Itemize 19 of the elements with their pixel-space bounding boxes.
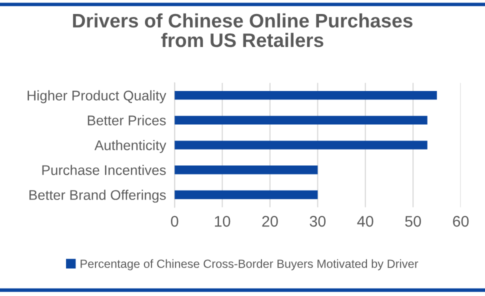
legend-label: Percentage of Chinese Cross-Border Buyers Motivated by Driver [80, 259, 418, 270]
y-tick-label: Authenticity [94, 140, 166, 153]
bar [174, 166, 318, 174]
x-tick-label: 50 [405, 216, 421, 227]
x-tick-label: 40 [357, 216, 374, 227]
x-tick-label: 30 [310, 216, 326, 227]
x-tick-label: 0 [170, 216, 178, 227]
bar [174, 90, 437, 100]
x-tick-label: 60 [453, 216, 469, 227]
y-tick-label: Better Brand Offerings [29, 190, 166, 203]
bar [174, 116, 428, 125]
bar [174, 140, 428, 150]
y-tick-label: Purchase Incentives [42, 164, 166, 176]
y-tick-label: Better Prices [88, 115, 166, 126]
x-tick-label: 20 [262, 216, 278, 227]
y-tick-label: Higher Product Quality [28, 90, 166, 104]
chart-title: Drivers of Chinese Online Purchases from US Retailers [73, 13, 412, 48]
bar [174, 190, 318, 200]
x-tick-label: 10 [214, 216, 230, 227]
